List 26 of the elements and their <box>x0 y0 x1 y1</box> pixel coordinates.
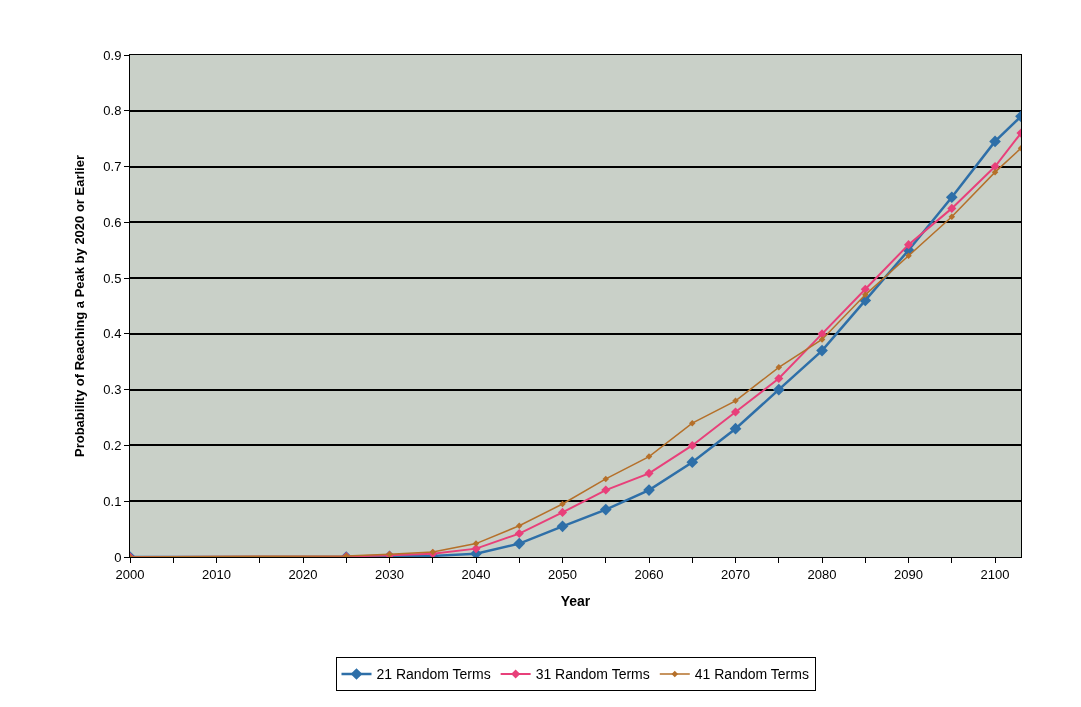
y-tick-label: 0.7 <box>103 159 122 175</box>
x-tick-label: 2050 <box>548 566 577 582</box>
x-tick-label: 2000 <box>115 566 145 582</box>
x-tick-label: 2010 <box>202 566 231 582</box>
y-tick-label: 0.6 <box>103 214 122 230</box>
x-tick-label: 2100 <box>980 566 1010 582</box>
x-axis-title: Year <box>560 592 591 609</box>
y-tick-label: 0.4 <box>103 326 122 342</box>
y-tick-label: 0.3 <box>103 382 122 398</box>
x-tick-label: 2080 <box>807 566 837 582</box>
legend-label: 31 Random Terms <box>535 666 650 683</box>
y-tick-label: 0.9 <box>103 47 122 63</box>
y-tick-label: 0.5 <box>103 270 122 286</box>
x-tick-label: 2070 <box>721 566 750 582</box>
x-tick-label: 2090 <box>894 566 923 582</box>
x-tick-label: 2040 <box>461 566 491 582</box>
x-tick-label: 2060 <box>634 566 664 582</box>
y-tick-label: 0.8 <box>103 103 122 119</box>
x-tick-label: 2020 <box>288 566 318 582</box>
y-axis-title: Probability of Reaching a Peak by 2020 or Earlier <box>72 154 88 458</box>
y-tick-label: 0.1 <box>103 493 122 509</box>
y-tick-label: 0.2 <box>103 437 122 453</box>
legend-label: 21 Random Terms <box>376 666 491 683</box>
x-tick-label: 2030 <box>375 566 404 582</box>
y-tick-label: 0 <box>114 549 122 565</box>
legend-label: 41 Random Terms <box>694 666 809 683</box>
